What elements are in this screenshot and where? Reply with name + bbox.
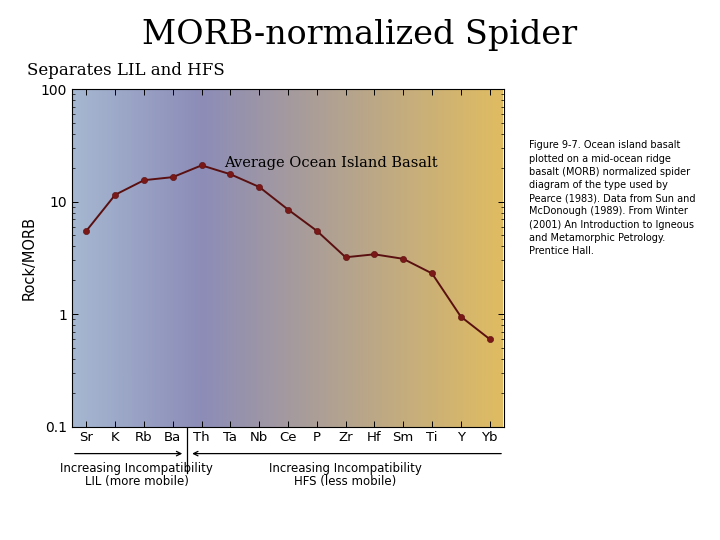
Text: Separates LIL and HFS: Separates LIL and HFS xyxy=(27,62,225,79)
Text: LIL (more mobile): LIL (more mobile) xyxy=(85,475,189,488)
Text: Average Ocean Island Basalt: Average Ocean Island Basalt xyxy=(225,156,438,170)
Text: Increasing Incompatibility: Increasing Incompatibility xyxy=(60,462,213,475)
Text: Increasing Incompatibility: Increasing Incompatibility xyxy=(269,462,422,475)
Y-axis label: Rock/MORB: Rock/MORB xyxy=(22,216,37,300)
Text: Figure 9-7. Ocean island basalt
plotted on a mid-ocean ridge
basalt (MORB) norma: Figure 9-7. Ocean island basalt plotted … xyxy=(529,140,696,256)
Text: MORB-normalized Spider: MORB-normalized Spider xyxy=(143,19,577,51)
Text: HFS (less mobile): HFS (less mobile) xyxy=(294,475,397,488)
